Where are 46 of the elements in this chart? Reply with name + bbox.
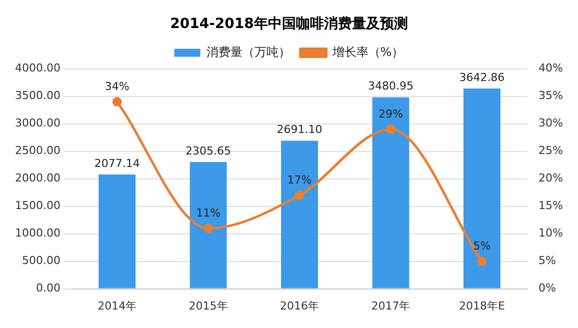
x-tick-label: 2014年 <box>98 299 137 312</box>
x-tick-label: 2018年E <box>458 299 505 312</box>
y-tick-label: 3000.00 <box>14 116 60 130</box>
data-label: 11% <box>196 206 221 220</box>
y-tick-label: 2000.00 <box>14 172 60 185</box>
y-tick-label: 4000.00 <box>14 62 60 75</box>
point <box>477 256 487 266</box>
legend-label: 消费量（万吨） <box>206 44 290 59</box>
data-label: 3480.95 <box>368 80 414 93</box>
bar <box>98 174 136 288</box>
y2-tick-label: 30% <box>538 116 564 130</box>
x-tick-label: 2016年 <box>280 299 320 312</box>
point <box>294 190 304 200</box>
data-label: 2305.65 <box>186 144 232 158</box>
y-tick-label: 3500.00 <box>14 89 60 102</box>
bar <box>190 162 227 288</box>
point <box>386 124 396 134</box>
data-label: 3642.86 <box>459 70 505 84</box>
data-label: 17% <box>287 174 312 187</box>
y2-tick-label: 35% <box>538 89 564 102</box>
y2-tick-label: 10% <box>538 226 564 240</box>
bar <box>463 88 500 288</box>
data-label: 29% <box>378 108 403 121</box>
y-tick-label: 1000.00 <box>14 226 60 240</box>
y2-tick-label: 20% <box>538 172 564 185</box>
y2-tick-label: 40% <box>538 62 564 75</box>
y2-tick-label: 5% <box>538 254 556 268</box>
data-label: 5% <box>473 240 491 253</box>
data-label: 34% <box>104 80 130 94</box>
data-label: 2691.10 <box>276 123 322 136</box>
x-tick-label: 2017年 <box>371 299 410 312</box>
y-tick-label: 0.00 <box>36 282 60 295</box>
y-tick-label: 2500.00 <box>14 144 60 158</box>
y2-tick-label: 15% <box>538 199 564 212</box>
bar <box>281 140 318 288</box>
y-tick-label: 1500.00 <box>14 199 60 212</box>
chart-title: 2014-2018年中国咖啡消费量及预测 <box>170 16 408 32</box>
legend-label: 增长率（%） <box>331 44 404 59</box>
bar <box>372 97 410 288</box>
x-tick-label: 2015年 <box>188 299 228 312</box>
data-label: 2077.14 <box>94 156 140 170</box>
y2-tick-label: 0% <box>538 282 556 295</box>
point <box>204 224 214 234</box>
point <box>112 97 122 107</box>
y-tick-label: 500.00 <box>22 254 60 268</box>
y2-tick-label: 25% <box>538 144 564 158</box>
